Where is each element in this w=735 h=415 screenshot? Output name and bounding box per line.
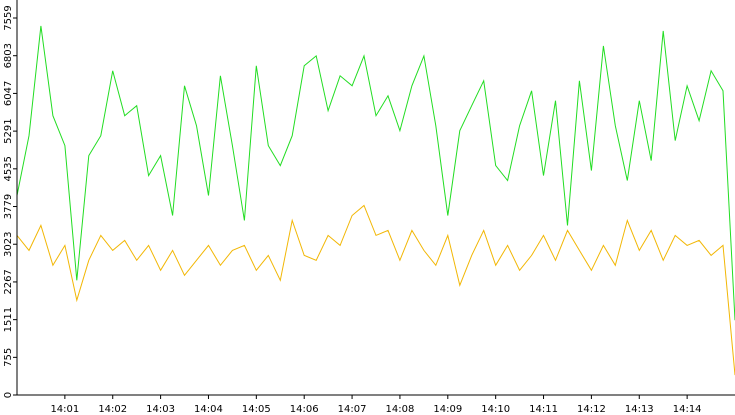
x-tick-label: 14:04 — [194, 404, 223, 415]
y-tick-label: 755 — [3, 348, 14, 367]
x-tick-label: 14:11 — [529, 404, 558, 415]
x-tick-label: 14:01 — [50, 404, 79, 415]
x-tick-label: 14:09 — [433, 404, 462, 415]
x-tick-label: 14:10 — [481, 404, 510, 415]
y-tick-label: 4535 — [3, 156, 14, 181]
y-tick-label: 3023 — [3, 232, 14, 257]
x-tick-label: 14:05 — [242, 404, 271, 415]
x-tick-label: 14:06 — [290, 404, 319, 415]
y-tick-label: 3779 — [3, 194, 14, 219]
x-tick-label: 14:03 — [146, 404, 175, 415]
x-tick-label: 14:12 — [577, 404, 606, 415]
x-tick-label: 14:14 — [673, 404, 702, 415]
x-tick-label: 14:07 — [338, 404, 367, 415]
y-tick-label: 7559 — [3, 5, 14, 30]
y-tick-label: 6047 — [3, 81, 14, 106]
x-tick-label: 14:02 — [98, 404, 127, 415]
y-tick-label: 6803 — [3, 43, 14, 68]
y-tick-label: 2267 — [3, 269, 14, 294]
series-line — [16, 25, 735, 321]
x-tick-label: 14:13 — [625, 404, 654, 415]
y-tick-label: 5291 — [3, 118, 14, 143]
x-tick-label: 14:08 — [386, 404, 415, 415]
series-line — [16, 204, 735, 376]
plot-background — [17, 0, 735, 395]
y-tick-label: 1511 — [3, 307, 14, 332]
y-tick-label: 0 — [3, 392, 14, 398]
